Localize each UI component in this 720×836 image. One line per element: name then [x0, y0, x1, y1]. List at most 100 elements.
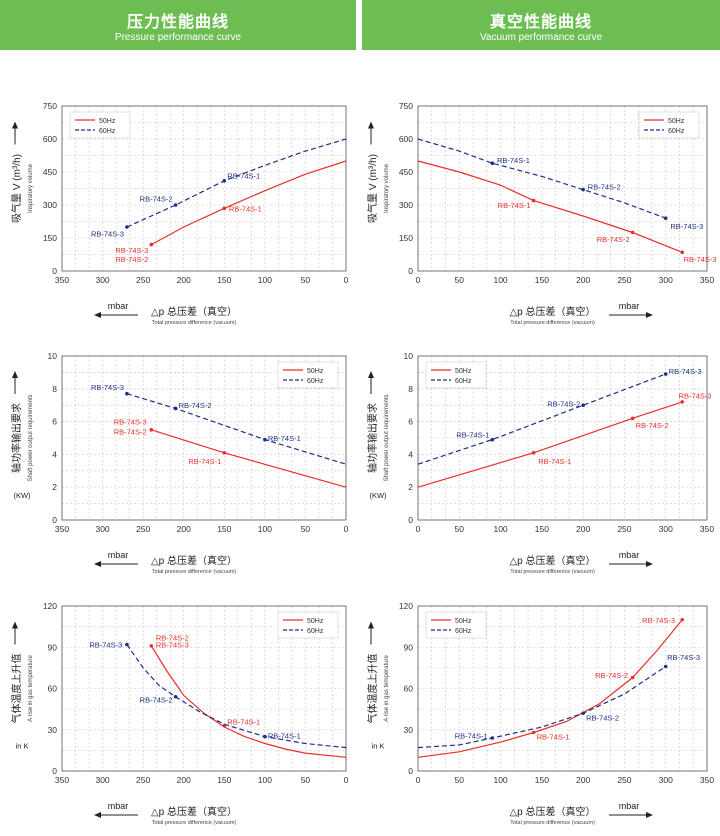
series-line-60hz — [417, 373, 666, 465]
model-label: RB-74S-3 — [89, 641, 122, 650]
x-axis-label-en: Total pressure difference (vacuum) — [510, 569, 595, 575]
series-point-60hz — [490, 161, 495, 165]
y-axis-unit: (KW) — [13, 491, 31, 500]
series-point-60hz — [263, 734, 267, 739]
x-tick-label: 300 — [659, 275, 673, 285]
y-axis-label-en: A rise in gas temperature — [28, 654, 34, 721]
y-tick-label: 600 — [399, 134, 413, 144]
model-label: RB-74S-3 — [642, 616, 675, 625]
plot-frame — [61, 355, 347, 521]
model-label: RB-74S-2 — [140, 696, 173, 705]
y-axis-arrow-head — [368, 621, 374, 629]
chart-legend: 50Hz 60Hz — [277, 361, 339, 389]
model-label: RB-74S-3 — [679, 391, 712, 400]
series-point-50hz — [630, 416, 635, 421]
model-label: RB-74S-2 — [597, 235, 630, 244]
legend-box — [638, 111, 700, 139]
x-axis-label: △p 总压差（真空） — [509, 805, 595, 818]
x-tick-label: 100 — [258, 524, 272, 534]
x-tick-label: 50 — [301, 524, 311, 534]
x-axis-label-en: Total pressure difference (vacuum) — [152, 820, 237, 826]
x-tick-label: 150 — [217, 775, 231, 785]
series-point-60hz — [581, 403, 585, 408]
x-tick-label: 100 — [258, 275, 272, 285]
legend-box — [69, 111, 131, 139]
series-point-50hz — [149, 644, 154, 648]
x-tick-label: 0 — [416, 775, 421, 785]
legend-box — [277, 361, 339, 389]
series-line-50hz — [150, 645, 347, 758]
chart-legend: 50Hz 60Hz — [425, 611, 487, 639]
x-tick-label: 350 — [700, 275, 714, 285]
x-tick-label: 200 — [177, 275, 191, 285]
x-tick-label: 100 — [258, 775, 272, 785]
series-point-60hz — [173, 406, 178, 411]
pressure-curve-banner: 压力性能曲线 Pressure performance curve — [0, 0, 356, 50]
y-tick-label: 0 — [52, 766, 57, 776]
model-label: RB-74S-1 — [229, 204, 262, 213]
x-tick-label: 350 — [55, 275, 69, 285]
model-label: RB-74S-2 — [636, 421, 669, 430]
legend-label: 50Hz — [99, 118, 116, 125]
model-label: RB-74S-3 — [91, 383, 124, 392]
x-tick-label: 0 — [344, 275, 349, 285]
x-tick-label: 350 — [700, 524, 714, 534]
x-tick-label: 0 — [416, 275, 421, 285]
y-tick-label: 10 — [48, 351, 58, 361]
x-axis-label: △p 总压差（真空） — [509, 305, 595, 318]
x-tick-label: 50 — [455, 524, 465, 534]
x-axis-unit: mbar — [108, 801, 129, 811]
series-point-60hz — [663, 372, 668, 376]
x-axis-arrow-head — [646, 812, 653, 818]
chart-legend: 50Hz 60Hz — [425, 361, 487, 389]
series-point-50hz — [149, 242, 154, 247]
y-axis-label: 轴功率输出要求 — [10, 403, 23, 473]
y-tick-label: 60 — [48, 684, 58, 694]
model-label: RB-74S-1 — [268, 434, 301, 443]
series-point-60hz — [663, 216, 668, 220]
model-label: RB-74S-3 — [114, 418, 147, 427]
y-tick-label: 0 — [52, 515, 57, 525]
series-point-50hz — [630, 675, 635, 680]
plot-frame — [417, 355, 708, 521]
x-tick-label: 150 — [535, 775, 549, 785]
y-tick-label: 30 — [404, 725, 414, 735]
y-axis-arrow-head — [12, 121, 18, 129]
y-axis-arrow-head — [12, 621, 18, 629]
series-point-60hz — [581, 187, 585, 192]
series-point-60hz — [125, 225, 129, 229]
series-point-60hz — [125, 391, 129, 396]
x-axis-arrow-head — [646, 312, 653, 318]
model-label: RB-74S-2 — [156, 634, 189, 643]
y-tick-label: 0 — [408, 766, 413, 776]
x-tick-label: 300 — [95, 275, 109, 285]
x-tick-label: 200 — [576, 275, 590, 285]
chart-legend: 50Hz 60Hz — [69, 111, 131, 139]
y-tick-label: 0 — [408, 266, 413, 276]
model-label: RB-74S-3 — [670, 222, 703, 231]
chart-vacuum-power: 0 50 100 150 200 250 300 350 0 2 4 6 8 10 轴功率输出要求 Shaft… — [366, 351, 714, 575]
x-tick-label: 0 — [416, 524, 421, 534]
series-point-50hz — [222, 206, 227, 211]
x-tick-label: 250 — [617, 275, 631, 285]
y-tick-label: 8 — [52, 384, 57, 394]
x-axis-label-en: Total pressure difference (vacuum) — [152, 320, 237, 326]
series-point-50hz — [680, 617, 685, 622]
model-label: RB-74S-3 — [667, 653, 700, 662]
model-label: RB-74S-2 — [114, 427, 147, 436]
x-tick-label: 350 — [55, 524, 69, 534]
y-axis-label: 吸气量 V (m³/h) — [10, 154, 23, 223]
model-label: RB-74S-3 — [115, 246, 148, 255]
x-axis-label: △p 总压差（真空） — [509, 554, 595, 567]
y-axis-label-en: A rise in gas temperature — [384, 654, 390, 721]
model-label: RB-74S-1 — [227, 171, 260, 180]
model-label: RB-74S-3 — [669, 367, 702, 376]
y-axis-unit: (KW) — [369, 491, 387, 500]
legend-box — [277, 611, 339, 639]
y-tick-label: 90 — [48, 642, 58, 652]
y-tick-label: 4 — [52, 449, 57, 459]
x-axis-label: △p 总压差（真空） — [151, 305, 237, 318]
x-tick-label: 250 — [617, 524, 631, 534]
legend-label: 50Hz — [307, 368, 324, 375]
model-label: RB-74S-1 — [268, 731, 301, 740]
